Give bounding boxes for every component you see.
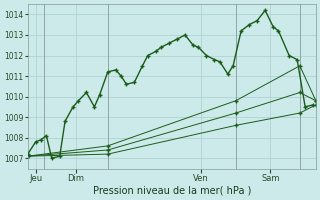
X-axis label: Pression niveau de la mer( hPa ): Pression niveau de la mer( hPa ) bbox=[92, 186, 251, 196]
